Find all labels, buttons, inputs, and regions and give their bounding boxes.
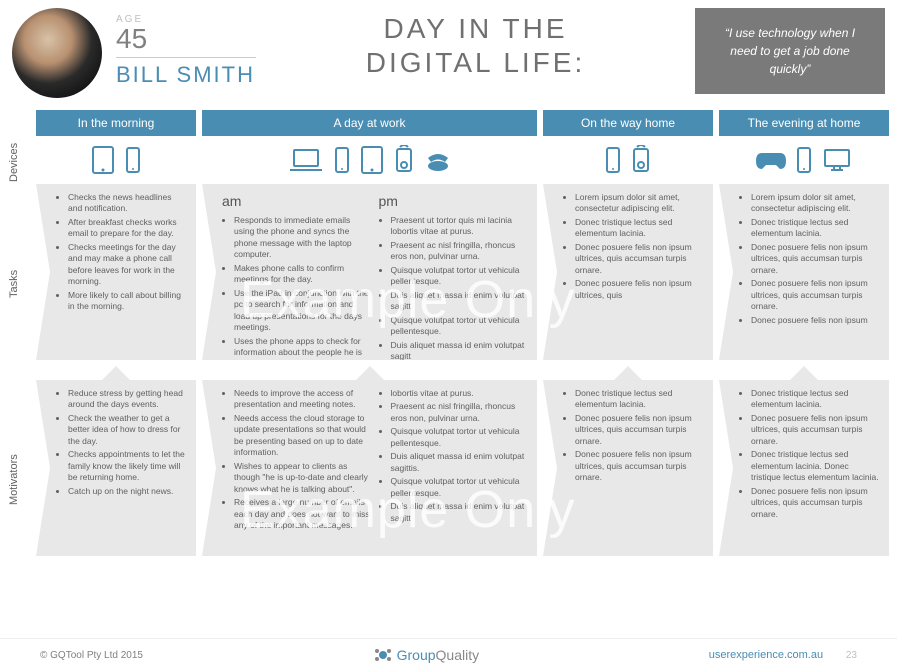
desk-phone-icon <box>424 146 452 174</box>
persona-quote: “I use technology when I need to get a j… <box>695 8 885 94</box>
column-header: The evening at home <box>719 110 889 136</box>
label-devices: Devices <box>8 138 36 186</box>
list-item: Catch up on the night news. <box>68 486 186 497</box>
list-item: Praesent ac nisl fringilla, rhoncus eros… <box>391 240 528 263</box>
ipod-icon <box>631 145 651 175</box>
list-item: Donec posuere felis non ipsum ultrices, … <box>751 278 879 312</box>
list-item: Donec tristique lectus sed elementum lac… <box>751 388 879 411</box>
list-item: Praesent ac nisl fringilla, rhoncus eros… <box>391 401 528 424</box>
tasks-work: am Responds to immediate emails using th… <box>202 184 537 360</box>
persona-name: BILL SMITH <box>116 62 256 88</box>
list-item: Donec posuere felis non ipsum ultrices, … <box>751 413 879 447</box>
am-label: am <box>222 192 371 211</box>
phone-icon <box>796 146 812 174</box>
list-item: Needs access the cloud storage to update… <box>234 413 371 459</box>
column-work: A day at work am Responds to immediate e… <box>202 110 537 568</box>
header: Age 45 BILL SMITH DAY IN THE DIGITAL LIF… <box>0 0 897 102</box>
list-item: Quisque volutpat tortor ut vehicula pell… <box>391 265 528 288</box>
persona-info: Age 45 BILL SMITH <box>116 8 256 88</box>
column-header: In the morning <box>36 110 196 136</box>
list-item: After breakfast checks works email to pr… <box>68 217 186 240</box>
list-item: Checks the news headlines and notificati… <box>68 192 186 215</box>
devices-work <box>202 136 537 184</box>
motivators-work: Needs to improve the access of presentat… <box>202 380 537 556</box>
list-item: Wishes to appear to clients as though "h… <box>234 461 371 495</box>
list-item: Donec tristique lectus sed elementum lac… <box>575 388 703 411</box>
pm-label: pm <box>379 192 528 211</box>
list-item: Makes phone calls to confirm meetings fo… <box>234 263 371 286</box>
list-item: Duis aliquet massa id enim volutpat sagi… <box>391 340 528 360</box>
footer-url: userexperience.com.au <box>709 649 823 661</box>
devices-morning <box>36 136 196 184</box>
column-evening: The evening at home Lorem ipsum dolor si… <box>719 110 889 568</box>
ipod-icon <box>394 145 414 175</box>
page-number: 23 <box>846 650 857 661</box>
motivators-morning: Reduce stress by getting head around the… <box>36 380 196 556</box>
footer-logo: GroupQuality <box>373 645 480 665</box>
phone-icon <box>605 146 621 174</box>
list-item: More likely to call about billing in the… <box>68 290 186 313</box>
list-item: Donec posuere felis non ipsum ultrices, … <box>575 449 703 483</box>
devices-commute <box>543 136 713 184</box>
list-item: Donec posuere felis non ipsum ultrices, … <box>575 242 703 276</box>
list-item: Donec posuere felis non ipsum ultrices, … <box>575 278 703 301</box>
footer: © GQTool Pty Ltd 2015 GroupQuality usere… <box>0 638 897 671</box>
list-item: Check the weather to get a better idea o… <box>68 413 186 447</box>
list-item: Donec tristique lectus sed elementum lac… <box>751 449 879 483</box>
list-item: Donec posuere felis non ipsum ultrices, … <box>575 413 703 447</box>
journey-map: Devices Tasks Motivators In the morning … <box>0 102 897 568</box>
column-morning: In the morning Checks the news headlines… <box>36 110 196 568</box>
column-header: On the way home <box>543 110 713 136</box>
tablet-icon <box>360 145 384 175</box>
list-item: Reduce stress by getting head around the… <box>68 388 186 411</box>
columns: In the morning Checks the news headlines… <box>36 110 889 568</box>
motivators-evening: Donec tristique lectus sed elementum lac… <box>719 380 889 556</box>
tablet-icon <box>91 145 115 175</box>
list-item: Checks meetings for the day and may make… <box>68 242 186 288</box>
list-item: Lorem ipsum dolor sit amet, consectetur … <box>575 192 703 215</box>
list-item: Lorem ipsum dolor sit amet, consectetur … <box>751 192 879 215</box>
age-value: 45 <box>116 23 256 55</box>
persona-avatar <box>12 8 102 98</box>
list-item: Donec posuere felis non ipsum ultrices, … <box>751 486 879 520</box>
laptop-icon <box>288 146 324 174</box>
list-item: Duis aliquet massa id enim volutpat sagi… <box>391 451 528 474</box>
list-item: Quisque volutpat tortor ut vehicula pell… <box>391 476 528 499</box>
list-item: Praesent ut tortor quis mi lacinia lobor… <box>391 215 528 238</box>
page-title: DAY IN THE DIGITAL LIFE: <box>256 8 695 79</box>
phone-icon <box>334 146 350 174</box>
list-item: Checks appointments to let the family kn… <box>68 449 186 483</box>
list-item: Quisque volutpat tortor ut vehicula pell… <box>391 315 528 338</box>
logo-icon <box>373 645 393 665</box>
motivators-commute: Donec tristique lectus sed elementum lac… <box>543 380 713 556</box>
tasks-commute: Lorem ipsum dolor sit amet, consectetur … <box>543 184 713 360</box>
label-tasks: Tasks <box>8 196 36 372</box>
list-item: Use the iPad in conjunction with the pc … <box>234 288 371 334</box>
tasks-evening: Lorem ipsum dolor sit amet, consectetur … <box>719 184 889 360</box>
list-item: Quisque volutpat tortor ut vehicula pell… <box>391 426 528 449</box>
list-item: Donec posuere felis non ipsum <box>751 315 879 326</box>
list-item: Duis aliquet massa id enim volutpat sagi… <box>391 290 528 313</box>
desktop-icon <box>822 147 852 173</box>
list-item: Duis aliquet massa id enim volutpat sagi… <box>391 501 528 524</box>
phone-icon <box>125 146 141 174</box>
list-item: Uses the phone apps to check for informa… <box>234 336 371 360</box>
divider <box>116 57 256 58</box>
list-item: Responds to immediate emails using the p… <box>234 215 371 261</box>
column-header: A day at work <box>202 110 537 136</box>
list-item: Needs to improve the access of presentat… <box>234 388 371 411</box>
list-item: Receives a large number of emails each d… <box>234 497 371 531</box>
list-item: lobortis vitae at purus. <box>391 388 528 399</box>
column-commute: On the way home Lorem ipsum dolor sit am… <box>543 110 713 568</box>
devices-evening <box>719 136 889 184</box>
list-item: Donec tristique lectus sed elementum lac… <box>751 217 879 240</box>
tasks-morning: Checks the news headlines and notificati… <box>36 184 196 360</box>
list-item: Donec tristique lectus sed elementum lac… <box>575 217 703 240</box>
row-labels: Devices Tasks Motivators <box>8 110 36 568</box>
gamepad-icon <box>756 149 786 171</box>
label-motivators: Motivators <box>8 392 36 568</box>
list-item: Donec posuere felis non ipsum ultrices, … <box>751 242 879 276</box>
copyright: © GQTool Pty Ltd 2015 <box>40 650 143 661</box>
